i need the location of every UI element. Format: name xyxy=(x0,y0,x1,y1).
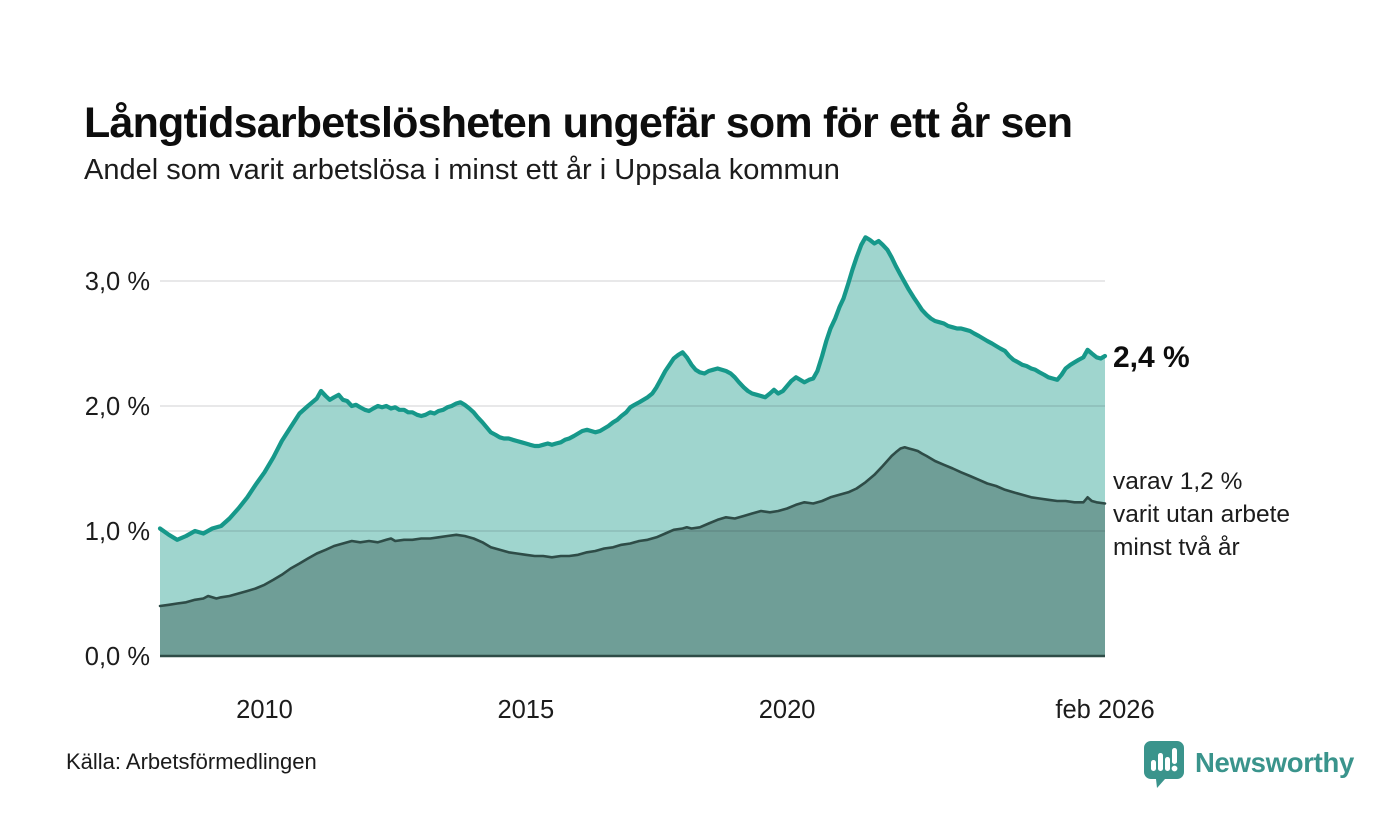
annotation-latest-total-value: 2,4 % xyxy=(1113,341,1190,374)
y-axis-tick-label: 3,0 % xyxy=(85,268,150,296)
area-two-year-fill xyxy=(160,447,1105,656)
two-year-line xyxy=(158,446,1107,608)
x-axis-tick-label: 2010 xyxy=(236,696,293,724)
annotation-two-year: varav 1,2 % varit utan arbete minst två … xyxy=(1113,465,1290,564)
source-note: Källa: Arbetsförmedlingen xyxy=(66,749,317,774)
x-axis-tick-label: 2020 xyxy=(759,696,816,724)
newsworthy-wordmark: Newsworthy xyxy=(1195,747,1354,778)
annotation-two-year-line2: varit utan arbete xyxy=(1113,501,1291,528)
chart-subtitle: Andel som varit arbetslösa i minst ett å… xyxy=(84,154,840,186)
total-line xyxy=(157,235,1108,542)
y-axis-tick-label: 2,0 % xyxy=(85,393,150,421)
annotation-two-year-line3: minst två år xyxy=(1113,534,1240,561)
x-axis-tick-label: 2015 xyxy=(497,696,554,724)
annotation-two-year-line1: varav 1,2 % xyxy=(1113,468,1243,495)
y-axis-tick-label: 1,0 % xyxy=(85,518,150,546)
chart-title: Långtidsarbetslösheten ungefär som för e… xyxy=(84,98,1073,147)
x-axis-tick-label: feb 2026 xyxy=(1055,696,1154,724)
newsworthy-bubble-icon xyxy=(1144,741,1184,788)
y-axis-tick-label: 0,0 % xyxy=(85,643,150,671)
newsworthy-logo[interactable]: Newsworthy xyxy=(1143,740,1354,790)
